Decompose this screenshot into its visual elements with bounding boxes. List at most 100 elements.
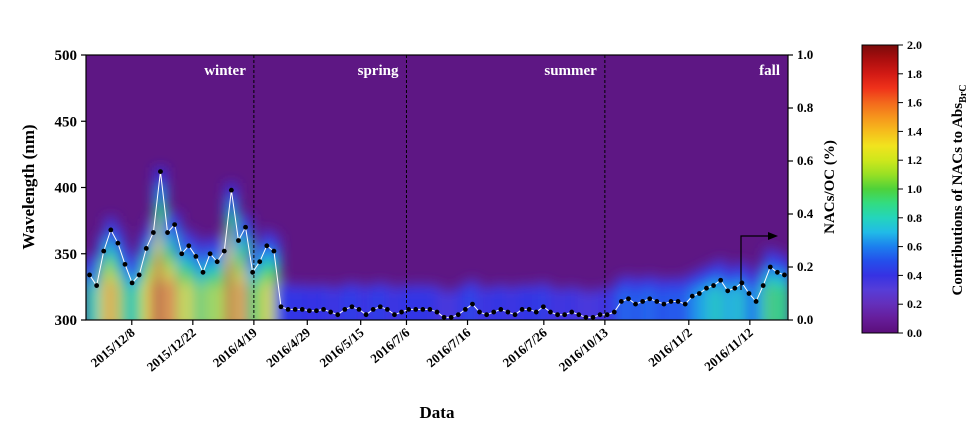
right-tick-label: 0.2 bbox=[797, 259, 813, 274]
data-point bbox=[767, 264, 773, 270]
data-point bbox=[505, 309, 511, 315]
heatmap-cell bbox=[623, 290, 634, 320]
colorbar-gradient bbox=[861, 44, 899, 334]
x-tick-label: 2016/7/26 bbox=[500, 324, 550, 370]
heatmap-cell bbox=[425, 292, 435, 320]
heatmap-cell bbox=[524, 292, 534, 320]
data-point bbox=[569, 309, 575, 315]
data-point bbox=[654, 299, 660, 304]
data-point bbox=[462, 307, 468, 312]
heatmap-cell bbox=[531, 292, 541, 320]
heatmap-cell bbox=[326, 292, 336, 320]
heatmap-cell bbox=[765, 286, 775, 320]
data-point bbox=[519, 307, 525, 312]
heatmap-cell bbox=[638, 291, 648, 320]
heatmap-cell bbox=[255, 286, 265, 320]
data-point bbox=[782, 272, 787, 278]
heatmap-cell bbox=[191, 285, 201, 320]
heatmap-cell bbox=[141, 284, 151, 320]
data-point bbox=[314, 308, 319, 314]
data-point bbox=[774, 269, 780, 275]
data-point bbox=[377, 304, 383, 310]
season-label-fall: fall bbox=[759, 63, 780, 79]
data-point bbox=[136, 272, 142, 278]
data-point bbox=[257, 259, 263, 265]
data-point bbox=[328, 309, 334, 315]
heatmap-cell bbox=[730, 289, 740, 320]
x-tick-label: 2016/7/6 bbox=[367, 324, 412, 366]
heatmap-cell bbox=[382, 292, 392, 320]
left-axis: 300 350 400 450 500 bbox=[55, 48, 86, 329]
colorbar-tick-label: 0.2 bbox=[907, 297, 922, 311]
data-point bbox=[87, 272, 92, 278]
heatmap-cell bbox=[758, 289, 768, 320]
data-point bbox=[115, 240, 121, 246]
data-point bbox=[725, 288, 731, 294]
heatmap-cell bbox=[595, 292, 605, 320]
heatmap-cell bbox=[716, 288, 726, 320]
heatmap-cell bbox=[389, 292, 400, 320]
data-point bbox=[335, 312, 341, 318]
heatmap-cell bbox=[744, 290, 754, 320]
heatmap-cell bbox=[446, 293, 456, 320]
data-point bbox=[661, 301, 667, 307]
data-point bbox=[562, 312, 568, 318]
data-point bbox=[597, 312, 603, 318]
data-point bbox=[384, 307, 390, 312]
right-tick-label: 0.8 bbox=[797, 100, 814, 115]
right-axis: 0.0 0.2 0.4 0.6 0.8 1.0 bbox=[788, 47, 814, 327]
heatmap-cell bbox=[779, 287, 788, 320]
season-label-winter: winter bbox=[204, 63, 246, 79]
data-point bbox=[668, 299, 674, 304]
heatmap-cell bbox=[304, 292, 314, 320]
colorbar-tick-label: 1.0 bbox=[907, 182, 922, 196]
data-point bbox=[420, 307, 426, 312]
data-point bbox=[533, 309, 539, 315]
right-tick-label: 0.0 bbox=[797, 312, 813, 327]
data-point bbox=[214, 259, 220, 265]
x-tick-label: 2016/11/12 bbox=[701, 325, 755, 374]
season-label-spring: spring bbox=[358, 63, 399, 79]
colorbar-tick-label: 1.6 bbox=[907, 96, 922, 110]
heatmap-cell bbox=[581, 293, 591, 320]
data-point bbox=[122, 261, 128, 267]
data-point bbox=[236, 238, 241, 243]
heatmap-cell bbox=[99, 284, 109, 320]
heatmap-cell bbox=[177, 285, 187, 320]
data-point bbox=[732, 285, 738, 291]
data-point bbox=[626, 296, 631, 302]
data-point bbox=[101, 248, 107, 254]
left-tick-label: 500 bbox=[55, 48, 78, 64]
x-tick-label: 2016/5/15 bbox=[317, 324, 367, 370]
data-point bbox=[640, 299, 646, 304]
heatmap-cell bbox=[460, 292, 470, 320]
heatmap-cell bbox=[645, 290, 655, 320]
data-point bbox=[611, 309, 617, 315]
data-point bbox=[271, 248, 277, 254]
heatmap-cell bbox=[113, 283, 123, 320]
heatmap-cell bbox=[411, 292, 421, 320]
heatmap-cell bbox=[439, 293, 449, 320]
data-point bbox=[746, 291, 752, 296]
heatmap-cell bbox=[588, 293, 598, 320]
data-point bbox=[363, 312, 369, 318]
annotation-arrow bbox=[740, 232, 778, 290]
data-point bbox=[484, 312, 490, 318]
x-tick-label: 2016/4/29 bbox=[263, 324, 313, 370]
x-tick-label: 2016/11/2 bbox=[645, 325, 694, 370]
heatmap-cell bbox=[432, 292, 442, 320]
left-tick-label: 300 bbox=[55, 313, 78, 329]
data-point bbox=[158, 169, 163, 175]
heatmap-cell bbox=[489, 292, 499, 320]
data-point bbox=[760, 283, 766, 288]
left-tick-label: 400 bbox=[55, 181, 78, 197]
heatmap-cell bbox=[184, 284, 194, 320]
data-point bbox=[696, 291, 702, 296]
data-point bbox=[243, 224, 248, 230]
x-tick-label: 2016/7/16 bbox=[423, 324, 473, 370]
data-point bbox=[704, 285, 709, 291]
data-point bbox=[540, 304, 546, 310]
data-point bbox=[143, 246, 149, 251]
data-point bbox=[292, 307, 298, 312]
